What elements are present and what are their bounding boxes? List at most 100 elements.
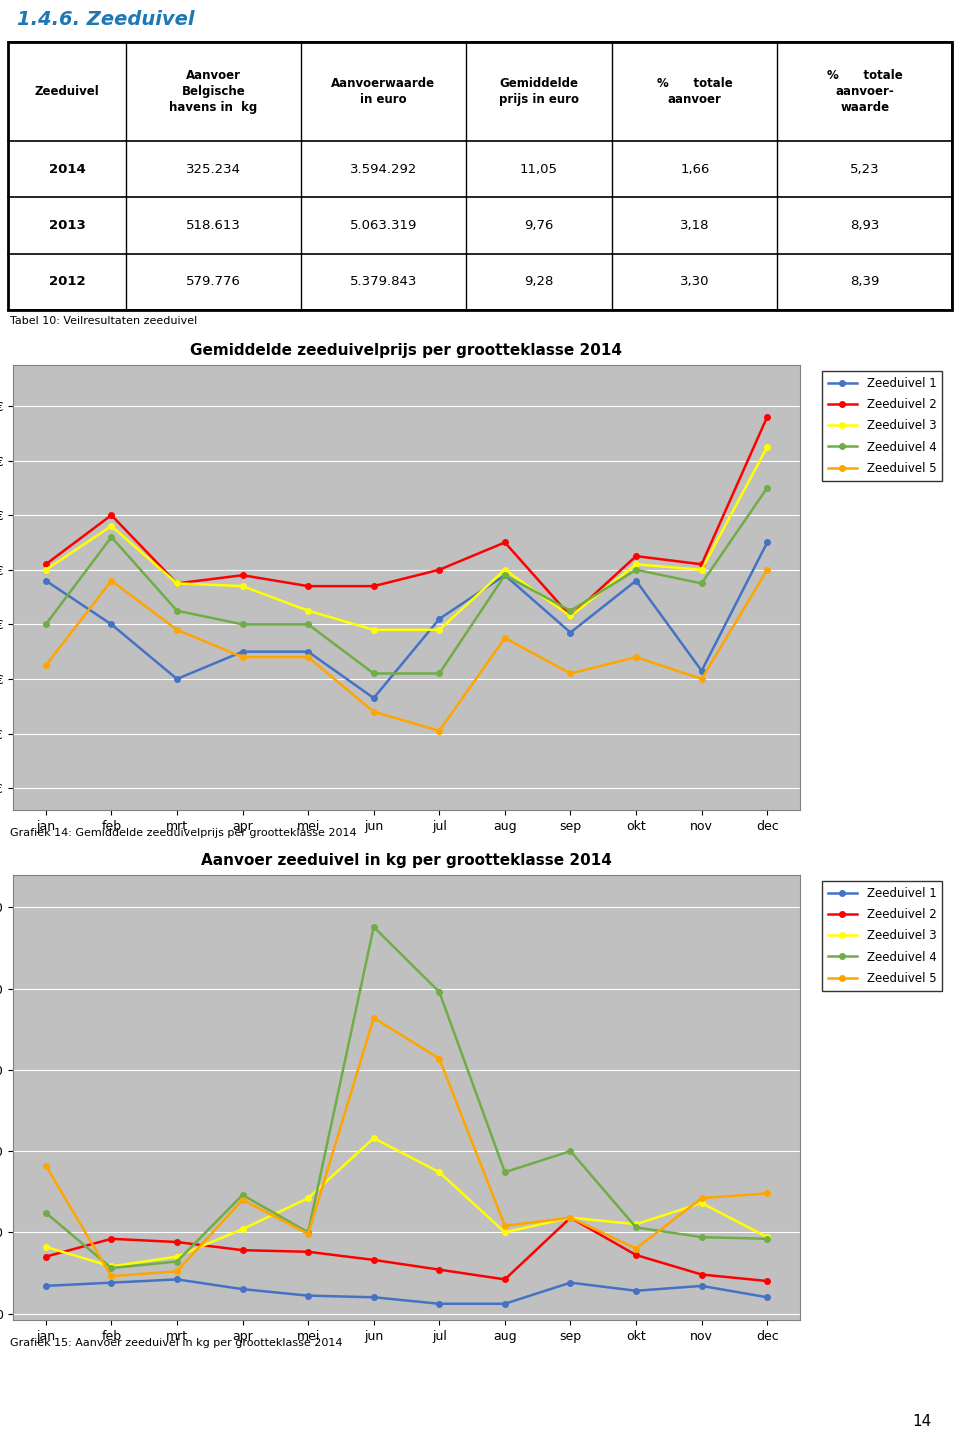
Zeeduivel 3 xyxy=(302,602,314,620)
Zeeduivel 3 xyxy=(106,517,117,534)
Text: 5.063.319: 5.063.319 xyxy=(349,219,417,232)
Zeeduivel 1 xyxy=(368,1289,379,1306)
Text: Grafiek 14: Gemiddelde zeeduivelprijs per grootteklasse 2014: Grafiek 14: Gemiddelde zeeduivelprijs pe… xyxy=(10,828,356,838)
Text: %      totale
aanvoer-
waarde: % totale aanvoer- waarde xyxy=(827,70,902,114)
Text: 3.594.292: 3.594.292 xyxy=(349,162,417,175)
Text: 1,66: 1,66 xyxy=(680,162,709,175)
Zeeduivel 1 xyxy=(499,1295,511,1312)
Zeeduivel 5 xyxy=(761,560,773,578)
Text: 518.613: 518.613 xyxy=(186,219,241,232)
Text: 11,05: 11,05 xyxy=(520,162,558,175)
Zeeduivel 4 xyxy=(106,529,117,546)
Zeeduivel 2 xyxy=(368,1251,379,1268)
Zeeduivel 4 xyxy=(564,1142,576,1160)
Zeeduivel 4 xyxy=(564,602,576,620)
Title: Gemiddelde zeeduivelprijs per grootteklasse 2014: Gemiddelde zeeduivelprijs per groottekla… xyxy=(190,343,622,358)
Zeeduivel 5 xyxy=(564,1209,576,1226)
Zeeduivel 3 xyxy=(499,1224,511,1241)
Text: %      totale
aanvoer: % totale aanvoer xyxy=(657,77,732,106)
Text: 325.234: 325.234 xyxy=(186,162,241,175)
Zeeduivel 2 xyxy=(106,1231,117,1248)
Line: Zeeduivel 2: Zeeduivel 2 xyxy=(43,1215,770,1284)
Text: 8,39: 8,39 xyxy=(850,275,879,288)
Zeeduivel 4 xyxy=(696,1228,708,1245)
Zeeduivel 1 xyxy=(434,1295,445,1312)
Zeeduivel 1 xyxy=(564,624,576,641)
Zeeduivel 2 xyxy=(631,547,642,565)
Line: Zeeduivel 2: Zeeduivel 2 xyxy=(43,414,770,618)
Zeeduivel 1 xyxy=(237,643,249,660)
Zeeduivel 5 xyxy=(696,670,708,688)
Text: Aanvoer
Belgische
havens in  kg: Aanvoer Belgische havens in kg xyxy=(169,70,257,114)
Zeeduivel 3 xyxy=(631,556,642,573)
Zeeduivel 2 xyxy=(564,1209,576,1226)
Zeeduivel 1 xyxy=(696,1277,708,1295)
Zeeduivel 5 xyxy=(237,1192,249,1209)
Zeeduivel 3 xyxy=(302,1189,314,1206)
Zeeduivel 1 xyxy=(761,534,773,552)
Zeeduivel 1 xyxy=(171,670,182,688)
Text: 5,23: 5,23 xyxy=(850,162,879,175)
Zeeduivel 4 xyxy=(696,575,708,592)
Zeeduivel 5 xyxy=(106,1267,117,1284)
Zeeduivel 1 xyxy=(171,1271,182,1289)
Line: Zeeduivel 1: Zeeduivel 1 xyxy=(43,540,770,701)
Zeeduivel 4 xyxy=(237,615,249,633)
Zeeduivel 3 xyxy=(499,560,511,578)
Zeeduivel 3 xyxy=(171,1248,182,1266)
Zeeduivel 1 xyxy=(696,662,708,679)
Zeeduivel 5 xyxy=(171,621,182,639)
Zeeduivel 4 xyxy=(171,1253,182,1270)
Zeeduivel 1 xyxy=(40,572,52,589)
Zeeduivel 2 xyxy=(106,507,117,524)
Text: 8,93: 8,93 xyxy=(850,219,879,232)
Zeeduivel 3 xyxy=(761,439,773,456)
Zeeduivel 4 xyxy=(302,615,314,633)
Zeeduivel 3 xyxy=(171,575,182,592)
Zeeduivel 2 xyxy=(368,578,379,595)
Zeeduivel 3 xyxy=(631,1215,642,1232)
Zeeduivel 2 xyxy=(171,575,182,592)
Zeeduivel 1 xyxy=(368,689,379,707)
Zeeduivel 1 xyxy=(302,643,314,660)
Line: Zeeduivel 5: Zeeduivel 5 xyxy=(43,568,770,734)
Zeeduivel 5 xyxy=(434,1050,445,1067)
Zeeduivel 1 xyxy=(631,572,642,589)
Zeeduivel 5 xyxy=(40,656,52,673)
Zeeduivel 4 xyxy=(631,560,642,578)
Line: Zeeduivel 3: Zeeduivel 3 xyxy=(43,445,770,633)
Line: Zeeduivel 5: Zeeduivel 5 xyxy=(43,1015,770,1279)
Line: Zeeduivel 1: Zeeduivel 1 xyxy=(43,1277,770,1306)
Zeeduivel 4 xyxy=(106,1260,117,1277)
Line: Zeeduivel 4: Zeeduivel 4 xyxy=(43,485,770,676)
Zeeduivel 5 xyxy=(564,665,576,682)
Zeeduivel 4 xyxy=(368,918,379,935)
Zeeduivel 5 xyxy=(302,649,314,666)
Legend: Zeeduivel 1, Zeeduivel 2, Zeeduivel 3, Zeeduivel 4, Zeeduivel 5: Zeeduivel 1, Zeeduivel 2, Zeeduivel 3, Z… xyxy=(822,371,942,481)
Zeeduivel 2 xyxy=(761,408,773,426)
Zeeduivel 5 xyxy=(368,1009,379,1027)
Zeeduivel 1 xyxy=(40,1277,52,1295)
Zeeduivel 4 xyxy=(761,1231,773,1248)
Zeeduivel 1 xyxy=(434,610,445,627)
Zeeduivel 2 xyxy=(40,1248,52,1266)
Text: Tabel 10: Veilresultaten zeeduivel: Tabel 10: Veilresultaten zeeduivel xyxy=(10,316,197,326)
Zeeduivel 4 xyxy=(499,566,511,584)
Zeeduivel 2 xyxy=(434,1261,445,1279)
Zeeduivel 1 xyxy=(106,615,117,633)
Zeeduivel 3 xyxy=(564,608,576,626)
Zeeduivel 2 xyxy=(761,1273,773,1290)
Zeeduivel 5 xyxy=(761,1184,773,1202)
Text: 2013: 2013 xyxy=(49,219,85,232)
Zeeduivel 5 xyxy=(237,649,249,666)
Zeeduivel 4 xyxy=(171,602,182,620)
Zeeduivel 2 xyxy=(434,560,445,578)
Text: Gemiddelde
prijs in euro: Gemiddelde prijs in euro xyxy=(499,77,579,106)
Zeeduivel 4 xyxy=(631,1219,642,1237)
Zeeduivel 1 xyxy=(631,1281,642,1299)
Zeeduivel 1 xyxy=(302,1287,314,1305)
Zeeduivel 3 xyxy=(237,578,249,595)
Zeeduivel 2 xyxy=(237,1241,249,1258)
Zeeduivel 1 xyxy=(564,1274,576,1292)
Zeeduivel 5 xyxy=(696,1189,708,1206)
